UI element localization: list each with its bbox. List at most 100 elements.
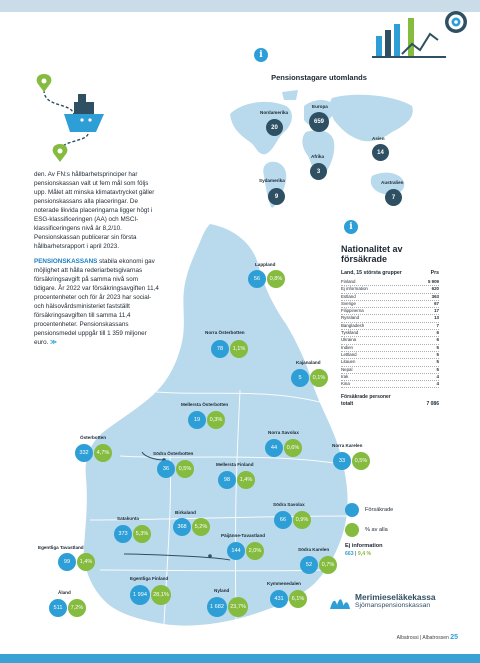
country-name: Tyskland <box>341 330 359 336</box>
world-region-label: Asien <box>372 136 385 141</box>
intro-text: den. Av FN:s hållbarhetsprinciper har pe… <box>34 170 162 353</box>
region-count-bubble: 1 682 <box>207 597 227 617</box>
region-count-bubble: 144 <box>227 542 245 560</box>
world-region-label: Nordamerika <box>260 110 289 115</box>
region-pct-bubble: 7,2% <box>68 599 86 617</box>
world-region-label: Europa <box>312 104 328 109</box>
region-count-bubble: 373 <box>114 525 132 543</box>
country-name: Filippinerna <box>341 308 364 314</box>
nationality-row: Irak 4 <box>341 374 439 382</box>
country-count: 363 <box>431 293 439 299</box>
region-label: Södra Savolax <box>273 502 305 507</box>
world-value-bubble: 3 <box>310 163 327 180</box>
country-name: Ej information <box>341 286 368 292</box>
publication-name: Albatrossi | Albatrossen <box>396 635 449 641</box>
country-count: 5 <box>436 366 439 372</box>
country-name: Ryssland <box>341 315 360 321</box>
region-pct-bubble: 0,5% <box>352 452 370 470</box>
region-label: Mellersta Österbotten <box>181 402 229 407</box>
nationality-header: Land, 15 största grupper Prs <box>341 270 439 276</box>
region-label: Lappland <box>255 262 276 267</box>
region-pct-bubble: 0,3% <box>207 411 225 429</box>
region-label: Södra Österbotten <box>153 451 194 456</box>
intro-paragraph-2-text: stabila ekonomi gav möjlighet att hålla … <box>34 258 159 346</box>
intro-paragraph-2: PENSIONSKASSANS stabila ekonomi gav möjl… <box>34 257 162 347</box>
finland-map <box>60 220 360 646</box>
region-label: Södra Karelen <box>298 547 330 552</box>
nationality-total: Försäkrade personer totalt 7 086 <box>341 394 439 407</box>
region-count-bubble: 52 <box>300 556 318 574</box>
world-value-bubble: 659 <box>309 112 329 132</box>
legend-item-forsakrade: Försäkrade <box>345 503 425 517</box>
region-pct-bubble: 23,7% <box>228 597 248 617</box>
ej-sep: | <box>355 551 358 557</box>
ej-pct: 9,4 % <box>357 551 372 557</box>
region-pct-bubble: 6,1% <box>289 590 307 608</box>
legend-swatch-green <box>345 523 359 537</box>
col-country-header: Land, 15 största grupper <box>341 270 402 276</box>
country-name: Bangladesh <box>341 322 365 328</box>
ej-count: 663 <box>345 551 354 557</box>
target-icon <box>444 10 468 34</box>
region-label: Birkaland <box>175 510 196 515</box>
waves-logo-icon <box>330 598 350 609</box>
region-count-bubble: 19 <box>188 411 206 429</box>
nationality-row: Litauen 5 <box>341 359 439 367</box>
nationality-title: Nationalitet av försäkrade <box>341 244 403 264</box>
nationality-row: Tyskland 6 <box>341 330 439 338</box>
legend-swatch-blue <box>345 503 359 517</box>
legend-ej-values: 663 | 9,4 % <box>345 551 425 557</box>
world-region-label: Australien <box>381 180 404 185</box>
region-label: Norra Karelen <box>332 443 363 448</box>
region-count-bubble: 1 994 <box>130 585 150 605</box>
intro-highlight: PENSIONSKASSANS <box>34 258 98 265</box>
world-region-label: Afrika <box>311 154 325 159</box>
region-label: Nyland <box>214 588 230 593</box>
country-name: Estland <box>341 293 356 299</box>
region-pct-bubble: 28,1% <box>151 585 171 605</box>
country-name: Kina <box>341 381 350 387</box>
region-count-bubble: 431 <box>270 590 288 608</box>
page-number: 25 <box>450 634 458 641</box>
legend-ej-label: Ej information <box>345 543 383 549</box>
col-count-header: Prs <box>430 270 439 276</box>
country-count: 620 <box>431 286 439 292</box>
intro-paragraph-1: den. Av FN:s hållbarhetsprinciper har pe… <box>34 171 155 250</box>
region-count-bubble: 44 <box>265 439 283 457</box>
region-count-bubble: 368 <box>173 518 191 536</box>
region-label: Norra Savolax <box>268 430 299 435</box>
region-count-bubble: 66 <box>274 511 292 529</box>
map-legend: Försäkrade % av alla Ej information 663 … <box>345 503 425 557</box>
country-count: 5 <box>436 351 439 357</box>
region-count-bubble: 78 <box>211 340 229 358</box>
region-count-bubble: 56 <box>248 270 266 288</box>
region-label: Egentliga Tavastland <box>38 545 84 550</box>
region-pct-bubble: 5,2% <box>192 518 210 536</box>
country-name: Litauen <box>341 359 356 365</box>
world-value-bubble: 20 <box>266 119 283 136</box>
region-count-bubble: 99 <box>58 553 76 571</box>
region-count-bubble: 332 <box>75 444 93 462</box>
nationality-table: Nationalitet av försäkrade Land, 15 stör… <box>341 244 439 407</box>
country-count: 7 <box>436 322 439 328</box>
nationality-row: Indien 5 <box>341 345 439 352</box>
region-pct-bubble: 4,7% <box>94 444 112 462</box>
region-pct-bubble: 2,0% <box>246 542 264 560</box>
country-count: 5 <box>436 359 439 365</box>
legend-item-pct: % av alla <box>345 523 425 537</box>
region-label: Österbotten <box>80 435 107 440</box>
country-count: 5 <box>436 344 439 350</box>
nationality-row: Lettland 5 <box>341 351 439 360</box>
region-label: Egentliga Finland <box>130 576 169 581</box>
logo-line-2: Sjömanspensionskassan <box>355 602 431 609</box>
region-pct-bubble: 5,3% <box>133 525 151 543</box>
region-count-bubble: 511 <box>49 599 67 617</box>
world-region-label: Sydamerika <box>259 178 285 183</box>
region-pct-bubble: 1,4% <box>237 471 255 489</box>
country-name: Finland <box>341 279 356 284</box>
nationality-row: Sverige 67 <box>341 301 439 309</box>
nationality-row: Bangladesh 7 <box>341 322 439 331</box>
nationality-row: Finland 5 909 <box>341 279 439 287</box>
world-value-bubble: 7 <box>385 189 402 206</box>
region-count-bubble: 33 <box>333 452 351 470</box>
